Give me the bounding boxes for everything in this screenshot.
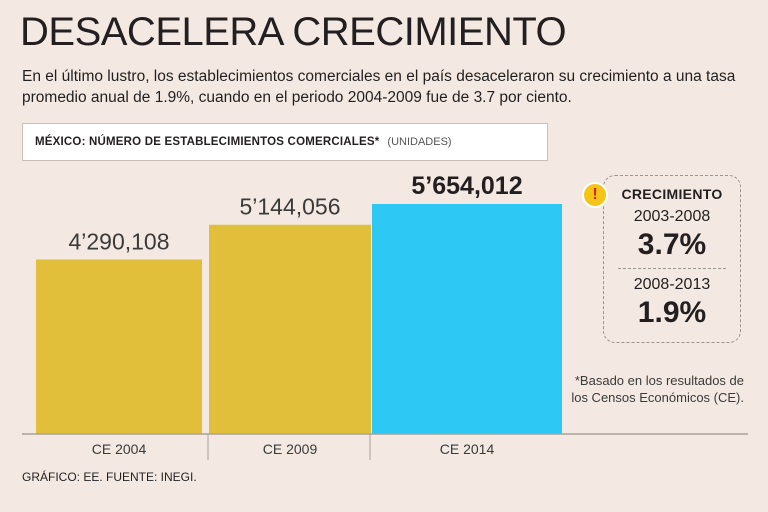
page-title: DESACELERA CRECIMIENTO (20, 10, 567, 54)
x-tick-label: CE 2009 (263, 441, 318, 457)
source-credit: GRÁFICO: EE. FUENTE: INEGI. (22, 470, 197, 484)
bar-ce-2009 (209, 224, 371, 434)
growth-value-1: 3.7% (637, 228, 707, 261)
bar-ce-2014 (372, 204, 562, 434)
growth-divider (618, 268, 726, 269)
subtitle: En el último lustro, los establecimiento… (22, 68, 736, 106)
growth-value-2: 1.9% (637, 296, 707, 329)
chart-header: MÉXICO: NÚMERO DE ESTABLECIMIENTOS COMER… (22, 123, 548, 161)
growth-box: CRECIMIENTO 2003-2008 3.7% 2008-2013 1.9… (603, 175, 741, 343)
x-tick-label: CE 2004 (92, 441, 147, 457)
growth-period-2: 2008-2013 (633, 276, 711, 293)
growth-period-1: 2003-2008 (633, 208, 711, 225)
chart-unit: (UNIDADES) (387, 136, 452, 148)
growth-title: CRECIMIENTO (621, 186, 723, 202)
footnote: *Basado en los resultados de los Censos … (571, 373, 744, 405)
bar-ce-2004 (36, 259, 202, 434)
bar-value-label: 5’144,056 (239, 194, 340, 220)
bars-group: 4’290,108 CE 2004 5’144,056 CE 2009 5’654,01… (36, 172, 562, 460)
bar-value-label: 4’290,108 (68, 228, 169, 254)
bar-value-label: 5’654,012 (411, 172, 522, 200)
x-tick-label: CE 2014 (440, 441, 495, 457)
chart-title: MÉXICO: NÚMERO DE ESTABLECIMIENTOS COMER… (35, 136, 380, 148)
exclamation-icon: ! (582, 182, 608, 208)
